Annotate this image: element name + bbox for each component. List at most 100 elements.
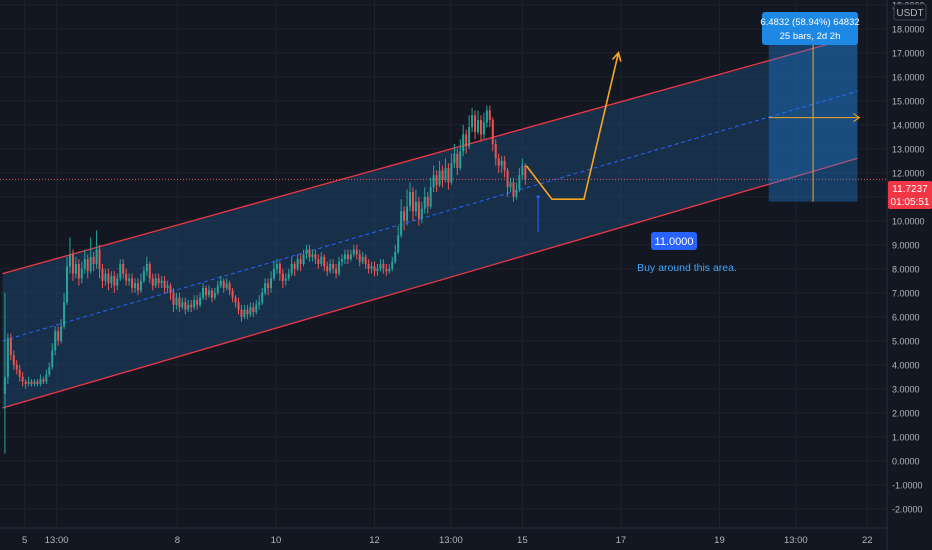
candle-body [134, 283, 137, 288]
candle-body [524, 165, 527, 180]
projection-path [525, 52, 620, 200]
countdown-timer: 01:05:51 [891, 197, 930, 208]
candlestick-series [3, 105, 527, 454]
candle-body [311, 254, 314, 257]
candle-body [142, 271, 145, 281]
time-tick-label: 19 [714, 535, 725, 546]
price-tick-label: 0.0000 [892, 456, 920, 466]
candle-body [92, 256, 95, 264]
candle-body [441, 170, 444, 180]
candle-body [379, 264, 382, 269]
time-axis[interactable]: 5 13:00 8 10 12 13:00 15 17 19 13:00 22 [22, 535, 873, 546]
candle-body [444, 168, 447, 180]
drawing-overlays[interactable] [525, 33, 861, 232]
price-tick-label: 3.0000 [892, 384, 920, 394]
candle-body [403, 211, 406, 221]
candle-body [474, 115, 477, 132]
price-tick-label: -2.0000 [892, 504, 923, 514]
candle-body [518, 175, 521, 190]
candle-body [113, 276, 116, 286]
candle-body [314, 254, 317, 260]
candle-body [39, 379, 42, 384]
candle-body [278, 264, 281, 274]
projection-path-arrow [611, 51, 622, 62]
candle-body [287, 273, 290, 279]
candle-body [21, 376, 24, 382]
candle-body [426, 196, 429, 207]
candle-body [346, 254, 349, 260]
price-tick-label: 9.0000 [892, 240, 920, 250]
candle-body [86, 259, 89, 272]
candle-body [219, 280, 222, 286]
price-tick-label: 6.0000 [892, 312, 920, 322]
price-tick-label: 1.0000 [892, 432, 920, 442]
candle-body [406, 206, 409, 221]
time-tick-label: 22 [862, 535, 873, 546]
time-tick-label: 10 [271, 535, 282, 546]
candle-body [104, 273, 107, 281]
candle-body [45, 374, 48, 382]
candle-body [172, 292, 175, 305]
candle-body [456, 153, 459, 168]
candle-body [160, 280, 163, 284]
candle-body [364, 256, 367, 264]
candle-body [367, 264, 370, 269]
candle-body [249, 307, 252, 315]
candle-body [261, 292, 264, 303]
candle-body [246, 309, 249, 315]
candle-body [175, 297, 178, 305]
buy-price-label: 11.0000 [655, 236, 694, 248]
regression-channel[interactable] [0, 35, 887, 409]
buy-annotation-text: Buy around this area. [637, 262, 737, 274]
candle-body [24, 381, 27, 384]
candle-body [358, 254, 361, 262]
candle-body [264, 283, 267, 293]
candle-body [329, 264, 332, 272]
price-tick-label: 5.0000 [892, 336, 920, 346]
candle-body [423, 196, 426, 209]
candle-body [71, 254, 74, 274]
candle-body [343, 254, 346, 260]
candle-body [267, 283, 270, 288]
candle-body [116, 278, 119, 286]
candle-body [388, 268, 391, 272]
price-tick-label: 16.0000 [892, 72, 925, 82]
time-tick-label: 13:00 [784, 535, 808, 546]
channel-lower-line [2, 157, 858, 409]
candle-body [216, 285, 219, 293]
candle-body [3, 376, 6, 394]
candle-body [435, 175, 438, 185]
candle-body [210, 290, 213, 298]
current-price-tag [888, 181, 932, 209]
candle-body [80, 268, 83, 279]
candle-body [77, 264, 80, 279]
candle-body [340, 259, 343, 262]
candle-body [521, 165, 524, 176]
candle-body [332, 264, 335, 269]
channel-midline [2, 90, 858, 342]
candle-body [15, 364, 18, 370]
candle-body [83, 259, 86, 269]
price-tick-label: 13.0000 [892, 144, 925, 154]
candle-body [494, 144, 497, 159]
candle-body [145, 264, 148, 272]
candle-body [33, 381, 36, 384]
candle-body [385, 268, 388, 272]
candle-body [376, 268, 379, 272]
candle-body [468, 127, 471, 147]
price-tick-label: 8.0000 [892, 264, 920, 274]
candle-body [272, 268, 275, 279]
candle-body [18, 369, 21, 377]
candle-body [361, 256, 364, 262]
candle-body [27, 381, 30, 384]
channel-fill [2, 36, 858, 408]
candle-body [491, 120, 494, 144]
candle-body [411, 192, 414, 212]
candle-body [222, 280, 225, 288]
candle-body [42, 379, 45, 382]
candle-body [36, 381, 39, 384]
candle-body [500, 160, 503, 166]
candle-body [320, 256, 323, 264]
candle-body [231, 290, 234, 298]
